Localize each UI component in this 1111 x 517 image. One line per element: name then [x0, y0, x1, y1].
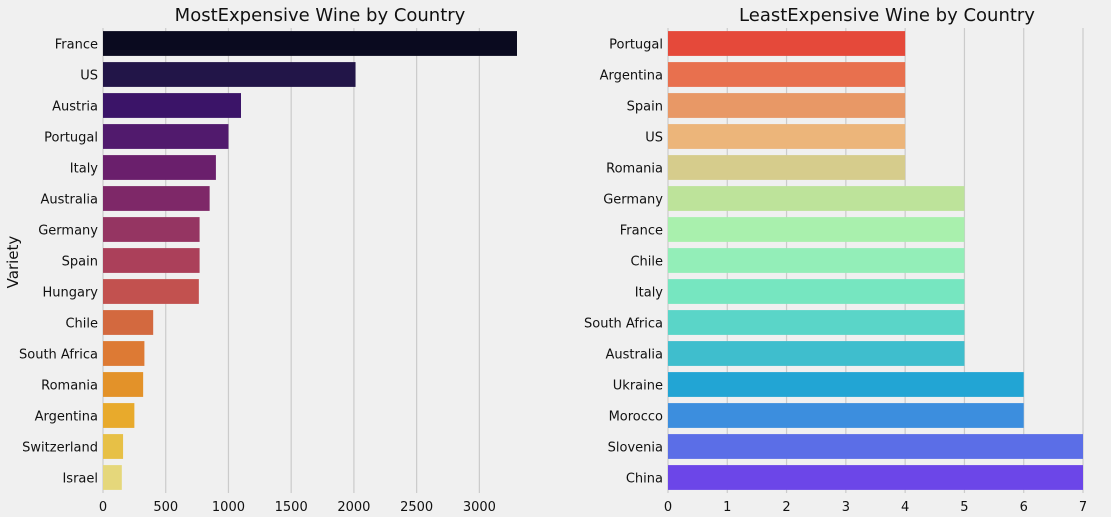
x-tick-label: 2: [782, 500, 790, 515]
category-label: Australia: [605, 348, 663, 363]
bar: [103, 248, 200, 273]
bar: [103, 31, 517, 56]
x-tick-labels: 0 500 1000 1500 2000 2500 3000: [99, 500, 496, 515]
category-label: France: [55, 38, 98, 53]
x-tick-label: 4: [901, 500, 909, 515]
bar: [103, 62, 356, 87]
bar: [668, 93, 906, 118]
bar: [668, 310, 965, 335]
category-label: Chile: [630, 255, 663, 270]
category-label: Italy: [70, 162, 99, 177]
category-label: Spain: [627, 100, 663, 115]
bar: [103, 279, 199, 304]
category-label: Slovenia: [608, 441, 663, 456]
bars: [668, 31, 1083, 490]
category-label: South Africa: [584, 317, 663, 332]
chart-title: MostExpensive Wine by Country: [175, 5, 466, 26]
x-tick-labels: 0 1 2 3 4 5 6 7: [664, 500, 1087, 515]
x-tick-label: 0: [664, 500, 672, 515]
bar: [103, 465, 122, 490]
y-axis-label: Variety: [4, 236, 22, 289]
category-label: Argentina: [35, 410, 98, 425]
bar: [103, 93, 241, 118]
category-label: Portugal: [609, 38, 663, 53]
bar: [103, 341, 145, 366]
x-tick-label: 1: [723, 500, 731, 515]
category-label: Austria: [52, 100, 98, 115]
x-tick-label: 5: [960, 500, 968, 515]
x-tick-label: 3: [842, 500, 850, 515]
bar: [668, 372, 1024, 397]
category-label: South Africa: [19, 348, 98, 363]
bar: [668, 62, 906, 87]
x-tick-label: 2500: [400, 500, 433, 515]
category-label: Argentina: [600, 69, 663, 84]
bar: [668, 248, 965, 273]
category-labels: Portugal Argentina Spain US Romania Germany Fr…: [584, 38, 663, 487]
category-label: Israel: [62, 472, 98, 487]
x-tick-label: 1500: [275, 500, 308, 515]
bar: [668, 217, 965, 242]
bar: [668, 403, 1024, 428]
category-label: France: [620, 224, 663, 239]
category-labels: France US Austria Portugal Italy Australia Ger…: [19, 38, 98, 487]
category-label: Germany: [38, 224, 98, 239]
chart-most-expensive: MostExpensive Wine by Country Variety Fr…: [4, 5, 517, 515]
category-label: Chile: [65, 317, 98, 332]
bar: [103, 372, 144, 397]
bar: [103, 186, 210, 211]
bar: [668, 465, 1083, 490]
bar: [668, 279, 965, 304]
bar: [668, 155, 906, 180]
chart-title: LeastExpensive Wine by Country: [739, 5, 1035, 26]
category-label: Hungary: [42, 286, 98, 301]
bar: [103, 403, 135, 428]
bar: [668, 434, 1083, 459]
bar: [103, 434, 124, 459]
category-label: US: [80, 69, 98, 84]
category-label: China: [626, 472, 663, 487]
category-label: Romania: [606, 162, 663, 177]
category-label: Australia: [40, 193, 98, 208]
category-label: Italy: [635, 286, 664, 301]
x-tick-label: 6: [1020, 500, 1028, 515]
category-label: Switzerland: [22, 441, 98, 456]
category-label: Spain: [62, 255, 98, 270]
category-label: Portugal: [44, 131, 98, 146]
bar: [668, 186, 965, 211]
category-label: Morocco: [609, 410, 663, 425]
category-label: Romania: [41, 379, 98, 394]
chart-least-expensive: LeastExpensive Wine by Country Portugal A…: [584, 5, 1087, 515]
x-tick-label: 3000: [463, 500, 496, 515]
x-tick-label: 0: [99, 500, 107, 515]
x-tick-label: 500: [153, 500, 178, 515]
category-label: Germany: [603, 193, 663, 208]
category-label: US: [645, 131, 663, 146]
category-label: Ukraine: [613, 379, 663, 394]
bar: [668, 31, 906, 56]
bars: [103, 31, 517, 490]
bar: [668, 341, 965, 366]
bar: [103, 217, 200, 242]
bar: [103, 310, 154, 335]
bar: [103, 155, 216, 180]
bar: [668, 124, 906, 149]
x-tick-label: 1000: [212, 500, 245, 515]
x-tick-label: 2000: [337, 500, 370, 515]
x-tick-label: 7: [1079, 500, 1087, 515]
bar: [103, 124, 229, 149]
